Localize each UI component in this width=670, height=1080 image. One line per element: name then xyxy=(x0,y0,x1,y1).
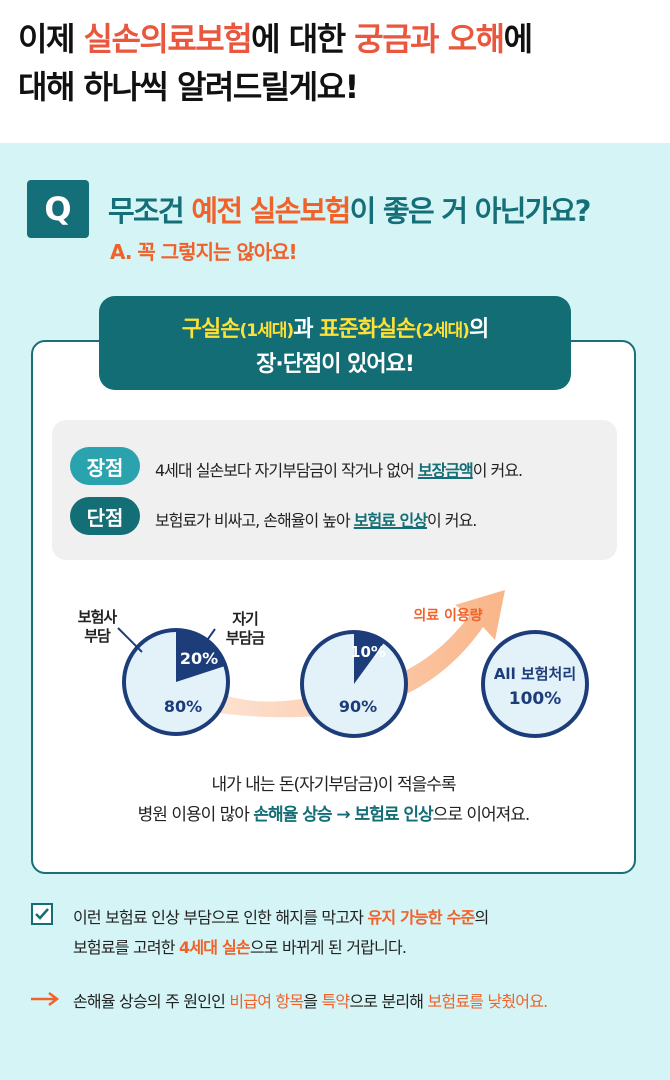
header: 이제 실손의료보험에 대한 궁금과 오해에 대해 하나씩 알려드릴게요! xyxy=(0,0,670,143)
cons-text: 보험료가 비싸고, 손해율이 높아 보험료 인상이 커요. xyxy=(155,507,477,531)
text: 구실손 xyxy=(181,317,241,342)
circle-3-line-2: 100% xyxy=(509,689,562,709)
text: 의 xyxy=(468,317,489,342)
pros-text: 4세대 실손보다 자기부담금이 작거나 없어 보장금액이 커요. xyxy=(155,457,523,481)
highlight: 유지 가능한 수준 xyxy=(367,908,475,927)
highlight: 보장금액 xyxy=(417,461,474,480)
text: 보험료를 고려한 xyxy=(73,938,180,957)
pie-chart-2: 10% 90% xyxy=(300,630,408,738)
text: 과 xyxy=(293,317,320,342)
full-coverage-circle: All 보험처리 100% xyxy=(481,630,589,738)
text: 이 좋은 거 아닌가요? xyxy=(349,194,592,228)
answer-text: A. 꼭 그렇지는 않아요! xyxy=(110,240,298,264)
text: 이제 xyxy=(18,20,84,58)
text: (1세대) xyxy=(239,321,295,341)
highlight: 보험료를 낮췄어요. xyxy=(427,992,549,1011)
text: 4세대 실손보다 자기부담금이 작거나 없어 xyxy=(155,461,418,480)
pointer-line-self xyxy=(202,628,216,647)
text: 으로 이어져요. xyxy=(432,805,531,825)
header-line-2: 대해 하나씩 알려드릴게요! xyxy=(18,68,359,106)
highlight: 궁금과 오해 xyxy=(354,20,505,58)
text: 이 커요. xyxy=(472,461,523,480)
pie-2-slice xyxy=(354,632,385,684)
cons-badge: 단점 xyxy=(70,497,140,535)
pros-badge: 장점 xyxy=(70,447,140,485)
text: 보험료가 비싸고, 손해율이 높아 xyxy=(155,511,354,530)
pointer-line-insurer xyxy=(117,627,143,653)
note-line-2: 보험료를 고려한 4세대 실손으로 바뀌게 된 거랍니다. xyxy=(73,934,407,958)
highlight: 보험료 인상 xyxy=(353,511,428,530)
highlight: 특약 xyxy=(321,992,350,1011)
caption-line-2: 병원 이용이 많아 손해율 상승 → 보험료 인상으로 이어져요. xyxy=(31,800,636,825)
text: 에 xyxy=(503,20,533,58)
text: 손해율 상승의 주 원인인 xyxy=(73,992,230,1011)
pros-cons-panel xyxy=(52,420,617,560)
text: 의 xyxy=(474,908,489,927)
highlight: 예전 실손보험 xyxy=(191,194,351,228)
banner-line-1: 구실손(1세대)과 표준화실손(2세대)의 xyxy=(99,311,571,343)
text: 이런 보험료 인상 부담으로 인한 해지를 막고자 xyxy=(73,908,368,927)
pie-2-small-label: 10% xyxy=(350,643,386,661)
arrow-right-icon xyxy=(31,992,60,1006)
text: 으로 바뀌게 된 거랍니다. xyxy=(249,938,407,957)
usage-diagram: 20% 80% 10% 90% All 보험처리 100% 의료 이용량 xyxy=(117,590,589,738)
pie-1-big-label: 80% xyxy=(164,697,202,716)
caption-line-1: 내가 내는 돈(자기부담금)이 적을수록 xyxy=(211,775,456,795)
checkbox-icon xyxy=(31,903,53,925)
highlight: 손해율 상승 → 보험료 인상 xyxy=(253,805,433,825)
check-mark-icon xyxy=(35,908,49,920)
text: 을 xyxy=(303,992,322,1011)
text: 무조건 xyxy=(108,194,192,228)
question-badge: Q xyxy=(27,180,89,238)
self-pay-label: 자기 부담금 xyxy=(215,610,275,648)
pie-1-small-label: 20% xyxy=(180,649,218,668)
pie-1-slice xyxy=(176,630,226,682)
highlight: 실손의료보험 xyxy=(83,20,253,58)
text: 부담 xyxy=(84,627,111,645)
text: 표준화실손 xyxy=(319,317,416,342)
highlight: 4세대 실손 xyxy=(179,938,251,957)
text: 이 커요. xyxy=(426,511,477,530)
pie-2-big-label: 90% xyxy=(339,697,377,716)
banner-line-2: 장·단점이 있어요! xyxy=(256,352,415,377)
highlight: 비급여 항목 xyxy=(229,992,304,1011)
circle-3 xyxy=(481,630,589,738)
header-line-1: 이제 실손의료보험에 대한 궁금과 오해에 xyxy=(18,14,533,60)
note-line-1: 이런 보험료 인상 부담으로 인한 해지를 막고자 유지 가능한 수준의 xyxy=(73,904,489,928)
text: (2세대) xyxy=(415,321,470,341)
circle-3-line-1: All 보험처리 xyxy=(494,665,576,683)
usage-label: 의료 이용량 xyxy=(413,607,482,624)
text: 자기 xyxy=(232,610,259,628)
note-line-3: 손해율 상승의 주 원인인 비급여 항목을 특약으로 분리해 보험료를 낮췄어요… xyxy=(73,988,549,1012)
text: 에 대한 xyxy=(251,20,355,58)
text: 보험사 xyxy=(77,608,117,626)
text: 병원 이용이 많아 xyxy=(137,805,254,825)
insurer-label: 보험사 부담 xyxy=(72,608,122,646)
question-title: 무조건 예전 실손보험이 좋은 거 아닌가요? xyxy=(108,188,592,230)
card-banner: 구실손(1세대)과 표준화실손(2세대)의 장·단점이 있어요! xyxy=(99,296,571,390)
text: 으로 분리해 xyxy=(349,992,428,1011)
pie-chart-1: 20% 80% xyxy=(122,628,230,736)
text: 부담금 xyxy=(225,629,265,647)
